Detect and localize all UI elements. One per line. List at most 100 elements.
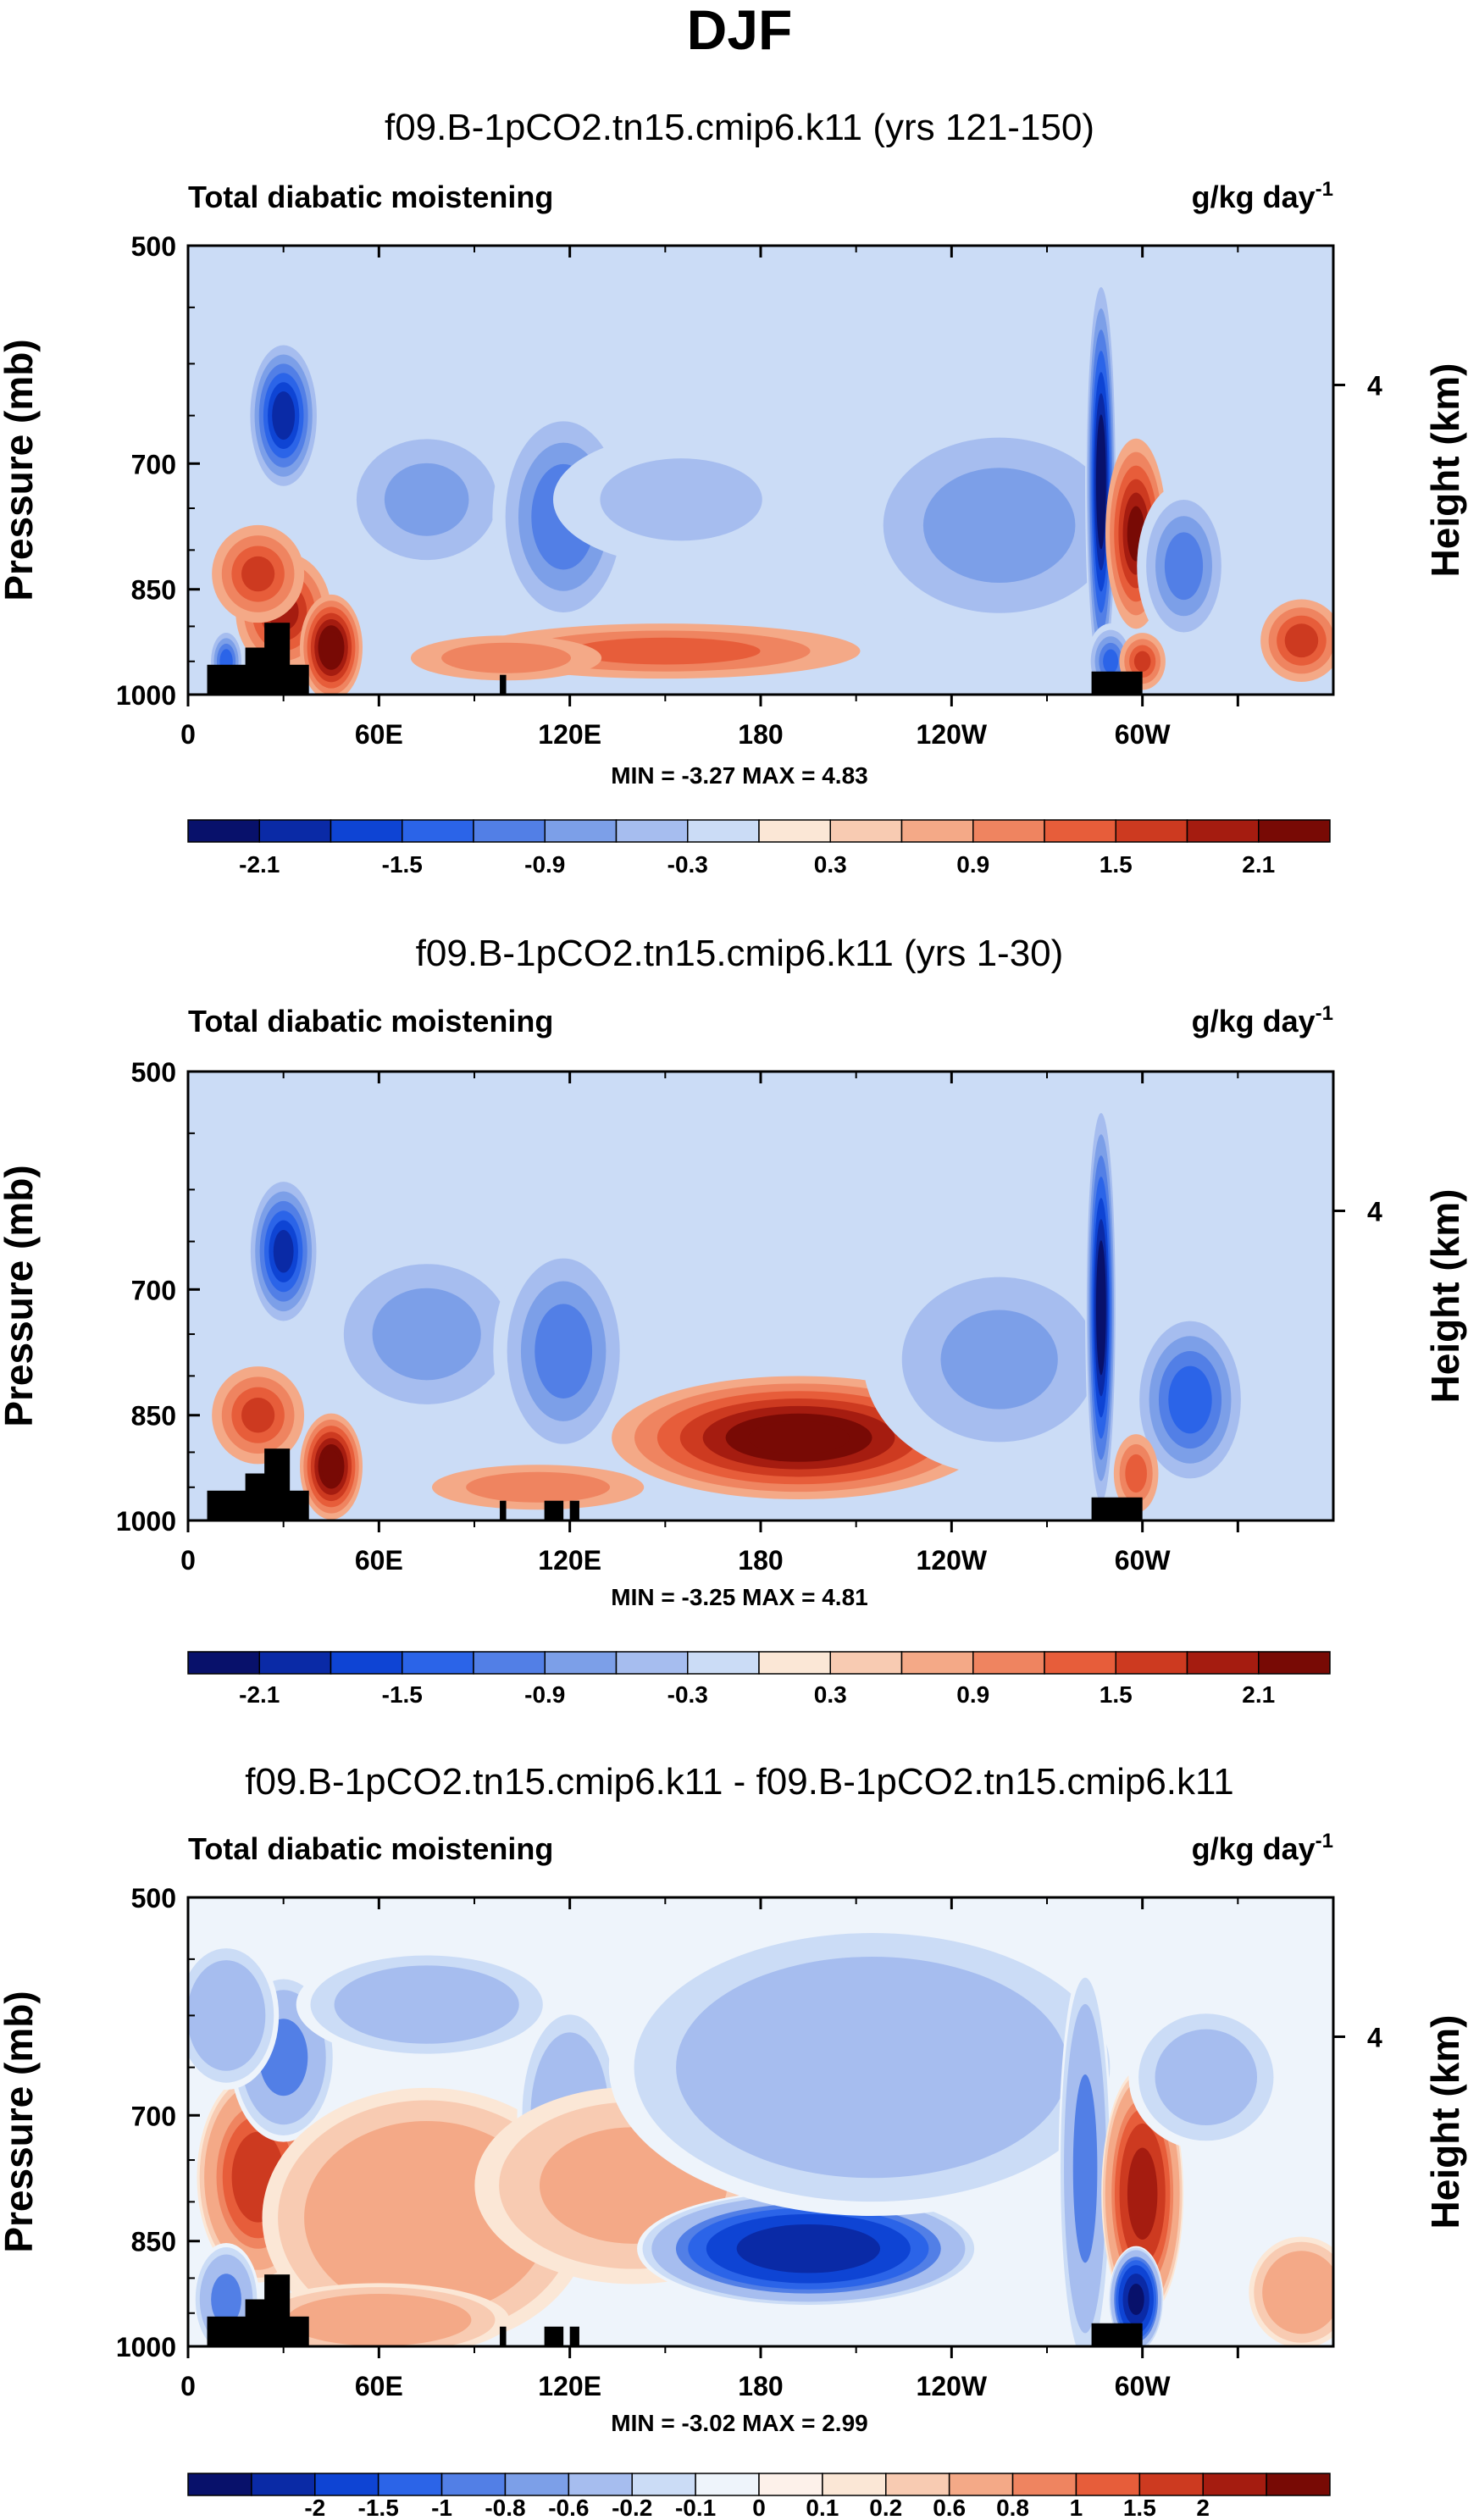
colorbar-swatch-9 [829, 1651, 903, 1675]
y-axis-title-right: Height (km) [1423, 2015, 1467, 2229]
colorbar-swatch-6 [615, 819, 689, 843]
colorbar-label-1: -1.5 [382, 1681, 423, 1708]
colorbar-swatch-14 [1186, 1651, 1260, 1675]
min-max-stats: MIN = -3.02 MAX = 2.99 [611, 2410, 867, 2436]
colorbar-swatch-1 [251, 2473, 316, 2496]
panel-3: f09.B-1pCO2.tn15.cmip6.k11 - f09.B-1pCO2… [0, 1761, 1467, 2520]
topography-5 [569, 2326, 579, 2346]
colorbar-swatch-13 [1115, 1651, 1188, 1675]
panel-2: f09.B-1pCO2.tn15.cmip6.k11 (yrs 1-30) Tot… [0, 933, 1467, 1708]
colorbar-label-9: 0.2 [869, 2495, 902, 2520]
panel-1: f09.B-1pCO2.tn15.cmip6.k11 (yrs 121-150)… [0, 107, 1467, 878]
colorbar-label-6: 1.5 [1100, 1681, 1133, 1708]
contour-field [188, 1897, 1333, 2346]
contour-blob-3-level-2 [372, 1288, 481, 1381]
colorbar-label-5: 0.9 [956, 1681, 989, 1708]
contour-field [188, 1072, 1333, 1520]
colorbar: -2.1 -1.5 -0.9 -0.3 0.3 0.9 1.5 2.1 [187, 1651, 1331, 1708]
xtick-label-60E: 60E [355, 1545, 403, 1576]
colorbar-swatch-11 [885, 2473, 950, 2496]
ytick-label-500: 500 [131, 1057, 176, 1088]
colorbar-label-5: -0.2 [612, 2495, 652, 2520]
ytick-label-1000: 1000 [116, 1506, 176, 1537]
xtick-label-60W: 60W [1115, 1545, 1172, 1576]
colorbar-swatch-13 [1011, 2473, 1077, 2496]
colorbar-label-4: 0.3 [814, 851, 847, 878]
ytick-label-700: 700 [131, 1275, 176, 1305]
contour-blob-7-level-1 [600, 458, 762, 541]
ytick-label-850: 850 [131, 575, 176, 606]
ytick-label-1000: 1000 [116, 2332, 176, 2362]
contour-blob-7-level-2 [940, 1310, 1058, 1410]
topography-4 [1091, 671, 1143, 695]
ytick-right-label: 4 [1367, 2022, 1382, 2052]
contour-blob-9-level-4 [1168, 1365, 1212, 1434]
contour-blob-1-level-3 [241, 1397, 275, 1433]
topography-5 [569, 1500, 579, 1520]
ytick-label-700: 700 [131, 2101, 176, 2131]
colorbar-swatch-6 [615, 1651, 689, 1675]
y-axis-title-right: Height (km) [1423, 363, 1467, 578]
colorbar-swatch-13 [1115, 819, 1188, 843]
colorbar-label-4: 0.3 [814, 1681, 847, 1708]
colorbar-label-3: -0.8 [485, 2495, 525, 2520]
page-title: DJF [687, 0, 793, 61]
contour-blob-16-level-3 [1133, 651, 1151, 672]
colorbar: -2 -1.5 -1 -0.8 -0.6 -0.2 -0.1 0 0.1 0.2 0.6 0.8 1 1.… [187, 2473, 1331, 2520]
topography-2 [264, 1448, 291, 1520]
units-label: g/kg day-1 [1192, 178, 1333, 214]
contour-blob-0-level-6 [272, 391, 296, 440]
ytick-label-500: 500 [131, 1883, 176, 1914]
colorbar-swatch-15 [1258, 819, 1331, 843]
colorbar-label-3: -0.3 [667, 851, 708, 878]
ytick-label-850: 850 [131, 1401, 176, 1432]
panel-title: f09.B-1pCO2.tn15.cmip6.k11 (yrs 1-30) [416, 933, 1064, 974]
variable-label: Total diabatic moistening [188, 180, 553, 214]
contour-blob-14-level-2 [1262, 2251, 1333, 2334]
contour-field [188, 246, 1333, 695]
y-axis-title-right: Height (km) [1423, 1189, 1467, 1404]
colorbar-swatch-3 [377, 2473, 443, 2496]
colorbar-swatch-16 [1202, 2473, 1267, 2496]
colorbar-label-3: -0.3 [667, 1681, 708, 1708]
colorbar-label-2: -0.9 [524, 1681, 565, 1708]
topography-4 [544, 1500, 564, 1520]
colorbar-swatch-8 [695, 2473, 760, 2496]
contour-blob-12-level-7 [1127, 2283, 1144, 2316]
colorbar-label-2: -0.9 [524, 851, 565, 878]
xtick-label-60E: 60E [355, 719, 403, 750]
colorbar-swatch-6 [568, 2473, 633, 2496]
colorbar-swatch-0 [187, 819, 260, 843]
colorbar-swatch-3 [402, 819, 474, 843]
contour-blob-2-level-3 [241, 556, 275, 592]
colorbar-label-12: 1 [1070, 2495, 1083, 2520]
colorbar-swatch-2 [314, 2473, 379, 2496]
topography-4 [544, 2326, 564, 2346]
contour-blob-15-level-2 [286, 2294, 472, 2346]
contour-blob-8-level-7 [1095, 1240, 1106, 1376]
colorbar-label-6: -0.1 [675, 2495, 716, 2520]
colorbar-swatch-1 [258, 1651, 332, 1675]
colorbar-swatch-2 [330, 1651, 403, 1675]
xtick-label-120W: 120W [917, 2371, 988, 2401]
colorbar-label-1: -1.5 [358, 2495, 399, 2520]
contour-blob-8-level-2 [570, 637, 761, 665]
ytick-label-500: 500 [131, 231, 176, 262]
contour-blob-15-level-3 [1284, 623, 1319, 658]
colorbar-swatch-12 [1044, 1651, 1116, 1675]
xtick-label-120W: 120W [917, 719, 988, 750]
colorbar-label-0: -2.1 [239, 1681, 280, 1708]
colorbar-swatch-12 [948, 2473, 1014, 2496]
topography-3 [500, 674, 507, 695]
contour-blob-13-level-4 [1103, 649, 1119, 674]
colorbar-swatch-7 [687, 819, 760, 843]
xtick-label-0: 0 [180, 2371, 196, 2401]
colorbar-label-7: 2.1 [1242, 1681, 1275, 1708]
contour-blob-2-level-2 [188, 1960, 266, 2071]
contour-blob-2-level-6 [321, 1450, 341, 1483]
colorbar-swatch-14 [1075, 2473, 1141, 2496]
colorbar-label-0: -2.1 [239, 851, 280, 878]
colorbar-swatch-7 [687, 1651, 760, 1675]
panel-title: f09.B-1pCO2.tn15.cmip6.k11 (yrs 121-150) [385, 107, 1094, 148]
